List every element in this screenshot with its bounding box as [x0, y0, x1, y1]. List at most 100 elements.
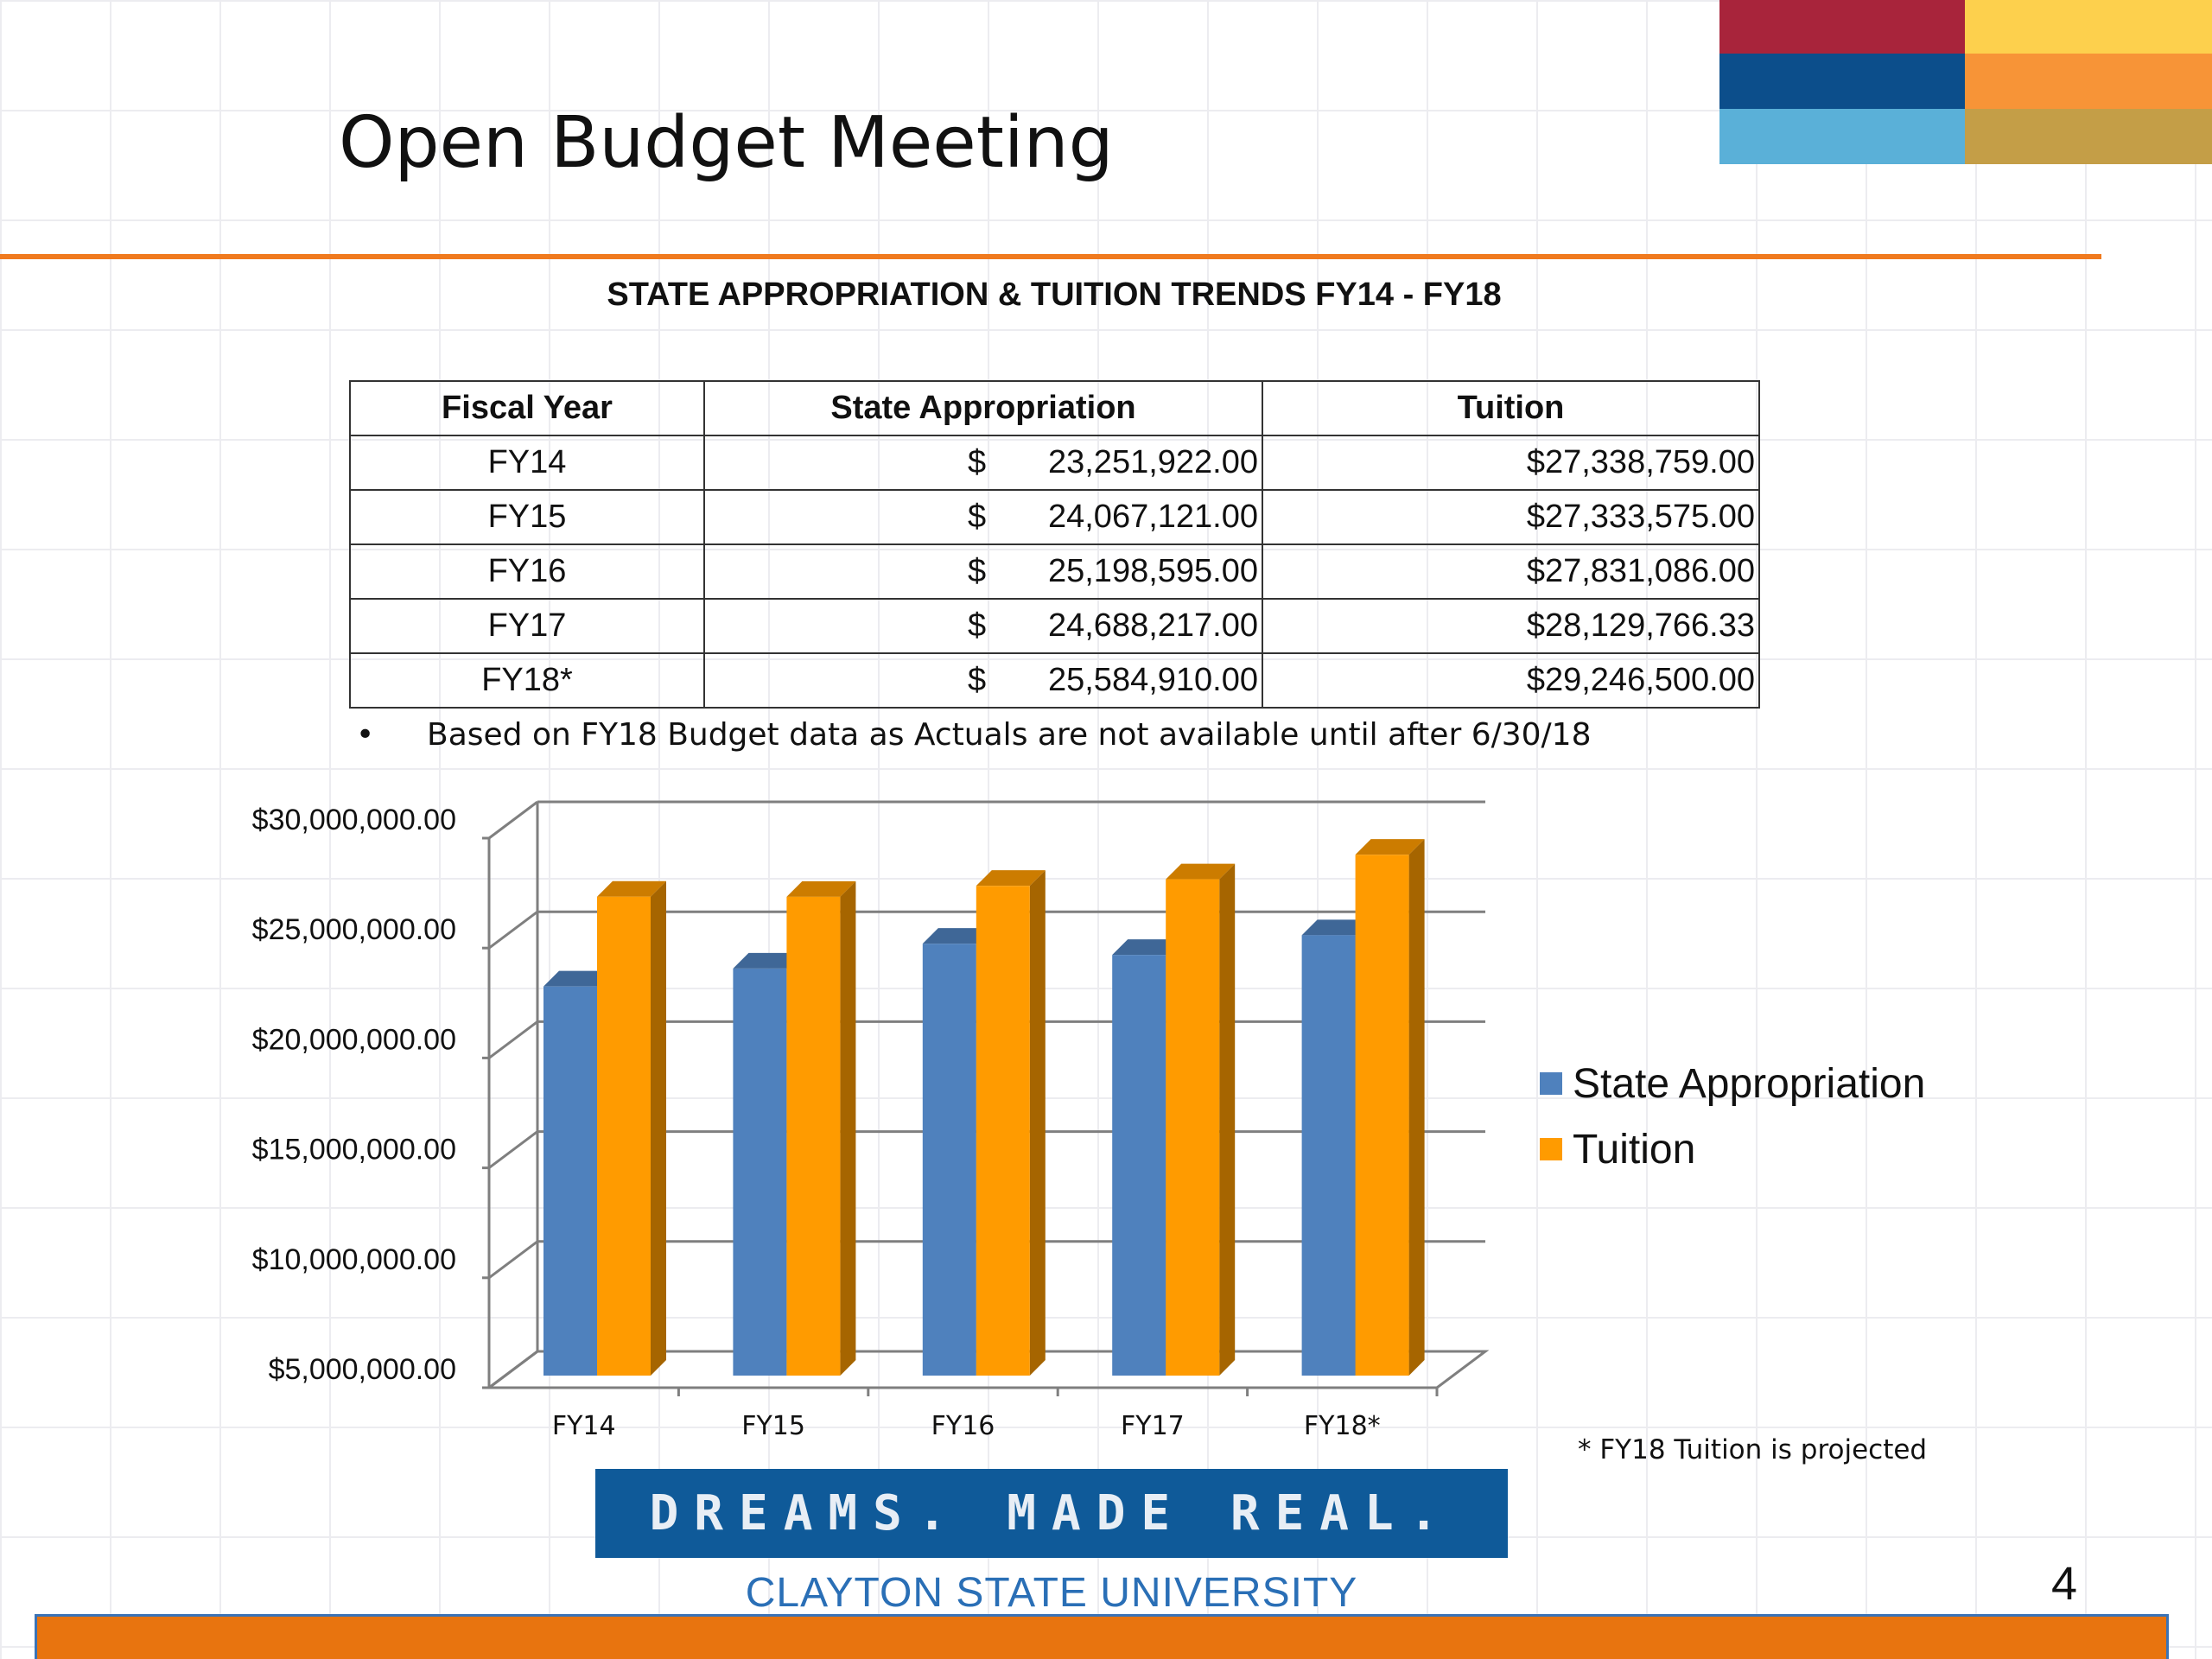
cell-state-appropriation: $25,198,595.00 — [703, 543, 1263, 600]
currency-symbol: $ — [968, 607, 987, 644]
cell-fiscal-year: FY14 — [349, 435, 705, 491]
data-table: Fiscal Year State Appropriation Tuition … — [349, 380, 1760, 709]
x-tick-label: FY15 — [741, 1411, 805, 1441]
bar — [922, 944, 976, 1376]
cell-tuition: $27,831,086.00 — [1262, 543, 1760, 600]
cell-tuition: $28,129,766.33 — [1262, 598, 1760, 654]
footnote: • Based on FY18 Budget data as Actuals ar… — [356, 717, 1591, 753]
gridline-depth — [488, 1240, 538, 1280]
bar — [543, 986, 597, 1376]
brand-color-block — [1965, 0, 2212, 54]
brand-color-block — [1719, 109, 1965, 164]
legend-item: State Appropriation — [1540, 1051, 1925, 1116]
cell-tuition: $27,338,759.00 — [1262, 435, 1760, 491]
header-state-appropriation: State Appropriation — [703, 380, 1263, 436]
cell-fiscal-year: FY15 — [349, 489, 705, 545]
bar-side — [840, 880, 856, 1376]
bar — [786, 896, 841, 1376]
table-row: FY18* $25,584,910.00 $29,246,500.00 — [349, 652, 1760, 709]
bar-top — [786, 880, 856, 897]
cell-fiscal-year: FY18* — [349, 652, 705, 709]
state-value: 24,688,217.00 — [1047, 607, 1258, 644]
tagline: DREAMS. MADE REAL. — [649, 1485, 1454, 1541]
cell-tuition: $29,246,500.00 — [1262, 652, 1760, 709]
bar — [1166, 879, 1220, 1376]
currency-symbol: $ — [968, 662, 987, 698]
bar-top — [597, 880, 666, 897]
header-tuition: Tuition — [1262, 380, 1760, 436]
y-tick-label: $10,000,000.00 — [252, 1243, 456, 1276]
legend-label: State Appropriation — [1573, 1060, 1926, 1107]
bar-top — [1301, 919, 1371, 936]
legend-label: Tuition — [1573, 1126, 1696, 1173]
gridline-depth — [488, 910, 538, 950]
gridline-depth — [488, 800, 538, 840]
bar-top — [922, 928, 992, 944]
y-tick-label: $20,000,000.00 — [252, 1023, 456, 1056]
university-name: CLAYTON STATE UNIVERSITY — [745, 1570, 1358, 1616]
title-divider — [0, 254, 2101, 259]
brand-color-block — [1965, 109, 2212, 164]
brand-color-block — [1965, 54, 2212, 109]
bar-top — [1166, 863, 1236, 880]
header-fiscal-year: Fiscal Year — [349, 380, 705, 436]
bar-side — [1408, 839, 1425, 1376]
table-row: FY14 $23,251,922.00 $27,338,759.00 — [349, 435, 1760, 491]
bullet: • — [356, 717, 375, 753]
bar — [733, 968, 787, 1376]
state-value: 25,198,595.00 — [1047, 553, 1258, 589]
bar-top — [543, 970, 613, 987]
cell-fiscal-year: FY16 — [349, 543, 705, 600]
currency-symbol: $ — [968, 444, 987, 480]
bar-top — [733, 952, 803, 969]
legend-swatch — [1540, 1072, 1562, 1095]
x-tick-label: FY14 — [552, 1411, 616, 1441]
footnote-text: Based on FY18 Budget data as Actuals are… — [427, 717, 1592, 753]
table-row: FY16 $25,198,595.00 $27,831,086.00 — [349, 543, 1760, 600]
legend-swatch — [1540, 1138, 1562, 1160]
brand-color-block — [1719, 0, 1965, 54]
bar — [1112, 955, 1166, 1376]
slide-title: Open Budget Meeting — [339, 102, 1114, 184]
gridline-depth — [488, 1020, 538, 1059]
gridline-depth — [488, 1130, 538, 1169]
bar-side — [1029, 870, 1046, 1376]
y-tick-label: $15,000,000.00 — [252, 1134, 456, 1166]
table-row: FY15 $24,067,121.00 $27,333,575.00 — [349, 489, 1760, 545]
currency-symbol: $ — [968, 499, 987, 535]
legend-item: Tuition — [1540, 1116, 1925, 1182]
y-tick-label: $30,000,000.00 — [252, 804, 456, 836]
cell-state-appropriation: $24,688,217.00 — [703, 598, 1263, 654]
x-tick-label: FY18* — [1304, 1411, 1381, 1441]
cell-fiscal-year: FY17 — [349, 598, 705, 654]
bottom-bar — [35, 1614, 2169, 1659]
state-value: 24,067,121.00 — [1047, 499, 1258, 535]
bar-side — [1219, 863, 1236, 1376]
bar — [1355, 855, 1409, 1376]
state-value: 23,251,922.00 — [1047, 444, 1258, 480]
projection-note: * FY18 Tuition is projected — [1578, 1434, 1928, 1465]
page-number: 4 — [2051, 1558, 2078, 1610]
bar — [1301, 935, 1356, 1376]
brand-color-block — [1719, 54, 1965, 109]
bar-side — [651, 880, 666, 1376]
y-tick-label: $25,000,000.00 — [252, 913, 456, 946]
table-header-row: Fiscal Year State Appropriation Tuition — [349, 380, 1760, 436]
cell-state-appropriation: $23,251,922.00 — [703, 435, 1263, 491]
cell-state-appropriation: $24,067,121.00 — [703, 489, 1263, 545]
bar-top — [976, 870, 1046, 887]
bar — [976, 886, 1030, 1376]
cell-state-appropriation: $25,584,910.00 — [703, 652, 1263, 709]
cell-tuition: $27,333,575.00 — [1262, 489, 1760, 545]
bar-top — [1112, 939, 1182, 956]
x-tick-label: FY16 — [931, 1411, 995, 1441]
bar — [597, 896, 651, 1376]
table-row: FY17 $24,688,217.00 $28,129,766.33 — [349, 598, 1760, 654]
bar-top — [1355, 839, 1425, 855]
currency-symbol: $ — [968, 553, 987, 589]
chart-legend: State Appropriation Tuition — [1540, 1051, 1925, 1182]
tagline-banner: DREAMS. MADE REAL. — [595, 1469, 1508, 1558]
state-value: 25,584,910.00 — [1047, 662, 1258, 698]
